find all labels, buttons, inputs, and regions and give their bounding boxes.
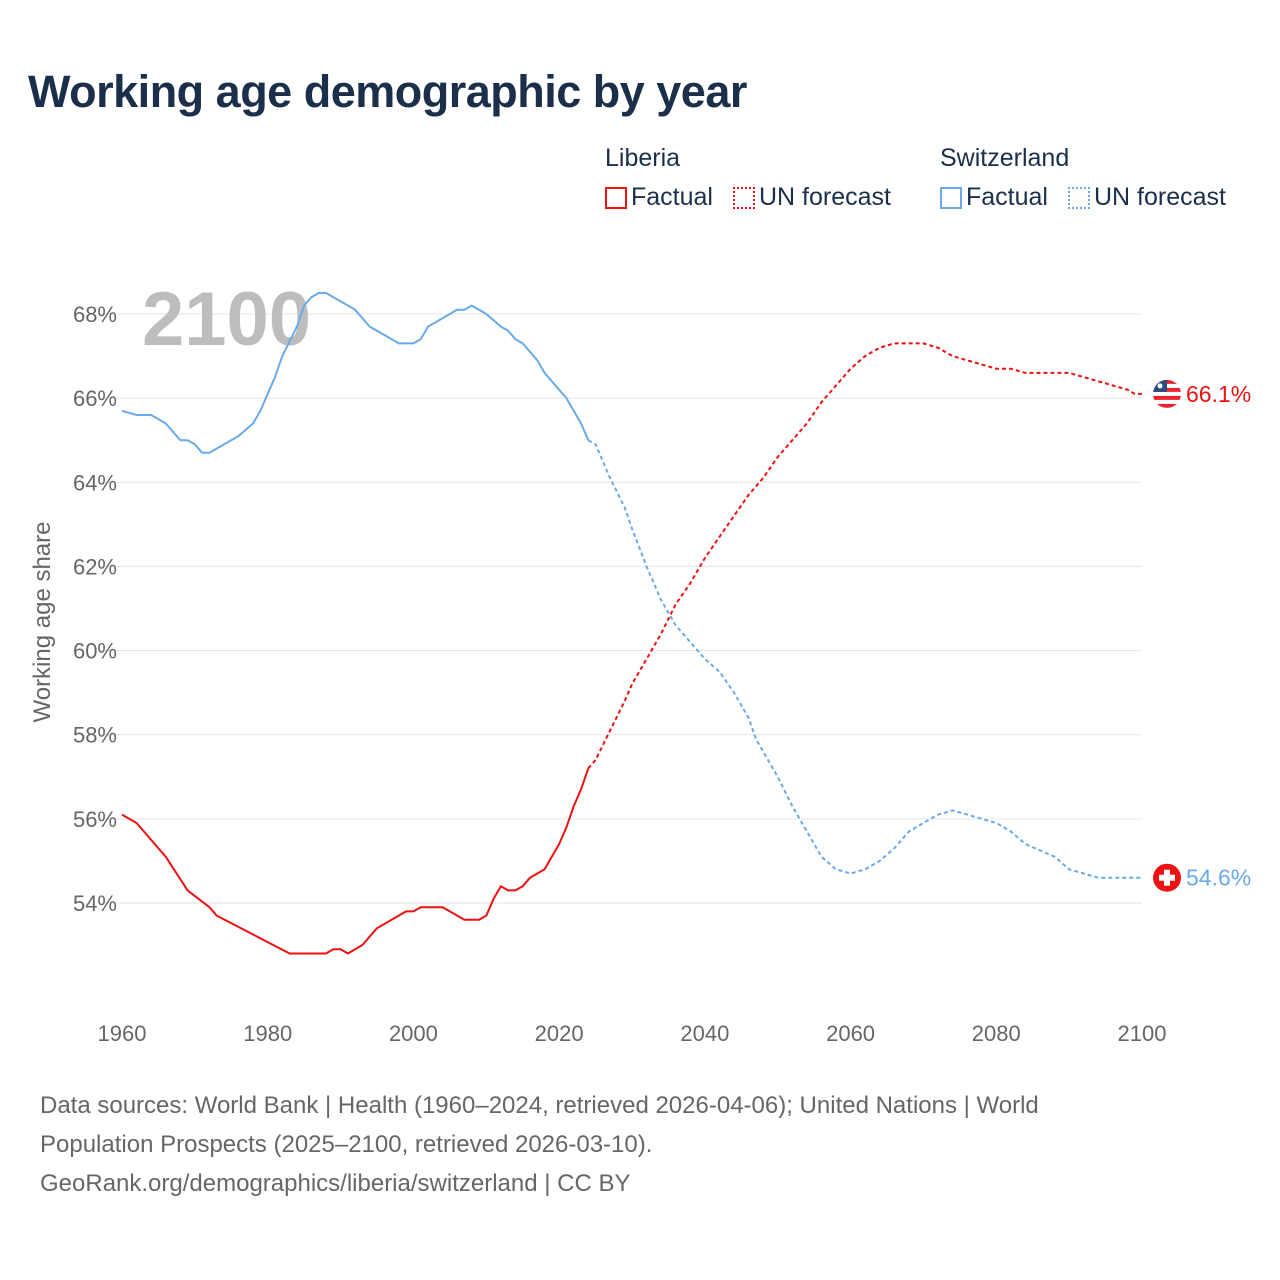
x-tick-label: 1980 (243, 1021, 292, 1046)
legend-group-name: Liberia (605, 144, 681, 172)
y-tick-label: 62% (73, 554, 117, 579)
legend-item-switzerland-factual[interactable]: Factual (940, 183, 1048, 212)
legend-liberia: Liberia Factual UN forecast (605, 144, 905, 212)
y-tick-label: 68% (73, 302, 117, 327)
flag-stripe (1153, 391, 1181, 396)
chart-title: Working age demographic by year (28, 66, 747, 117)
footer: Data sources: World Bank | Health (1960–… (40, 1086, 1240, 1203)
y-axis-label: Working age share (29, 522, 56, 723)
solid-swatch-icon (940, 186, 962, 209)
x-tick-label: 2040 (680, 1021, 729, 1046)
switzerland-flag-icon (1153, 863, 1181, 892)
legend-item-liberia-factual[interactable]: Factual (605, 183, 713, 212)
flag-stripe (1153, 399, 1181, 404)
y-tick-label: 56% (73, 807, 117, 832)
solid-swatch-icon (605, 186, 627, 209)
y-tick-label: 58% (73, 723, 117, 748)
switzerland-end-value: 54.6% (1186, 865, 1251, 891)
x-tick-label: 2100 (1118, 1021, 1167, 1046)
dotted-swatch-icon (732, 186, 755, 209)
y-tick-label: 60% (73, 639, 117, 664)
switzerland-factual-line (121, 292, 590, 454)
x-tick-label: 1960 (98, 1021, 147, 1046)
current-year-label: 2100 (142, 277, 311, 362)
x-tick-label: 2020 (535, 1021, 584, 1046)
footer-sources-line2: Population Prospects (2025–2100, retriev… (40, 1131, 653, 1158)
y-tick-label: 64% (73, 470, 117, 495)
flag-star (1157, 383, 1163, 389)
legend-label: UN forecast (758, 183, 891, 211)
footer-link[interactable]: GeoRank.org/demographics/liberia/switzer… (40, 1170, 631, 1197)
legend-item-liberia-forecast[interactable]: UN forecast (732, 183, 891, 212)
footer-sources-line1: Data sources: World Bank | Health (1960–… (40, 1092, 1039, 1119)
legend-item-switzerland-forecast[interactable]: UN forecast (1067, 183, 1226, 212)
liberia-forecast-line (587, 342, 1142, 770)
liberia-end-value: 66.1% (1186, 381, 1251, 407)
liberia-factual-line (121, 768, 590, 955)
x-tick-label: 2060 (826, 1021, 875, 1046)
legend-label: Factual (631, 183, 713, 211)
liberia-flag-icon (1153, 379, 1181, 408)
legend-group-name: Switzerland (940, 144, 1070, 172)
y-tick-label: 54% (73, 891, 117, 916)
x-tick-label: 2000 (389, 1021, 438, 1046)
flag-cross-v (1164, 869, 1170, 886)
legend-switzerland: Switzerland Factual UN forecast (940, 144, 1240, 212)
y-tick-label: 66% (73, 386, 117, 411)
flag-stripe (1153, 403, 1181, 408)
legend-label: Factual (966, 183, 1048, 211)
flag-stripe (1153, 395, 1181, 400)
switzerland-forecast-line (587, 439, 1142, 879)
flag-stripes (1153, 379, 1181, 408)
legend-label: UN forecast (1093, 183, 1226, 211)
dotted-swatch-icon (1067, 186, 1090, 209)
x-tick-label: 2080 (972, 1021, 1021, 1046)
